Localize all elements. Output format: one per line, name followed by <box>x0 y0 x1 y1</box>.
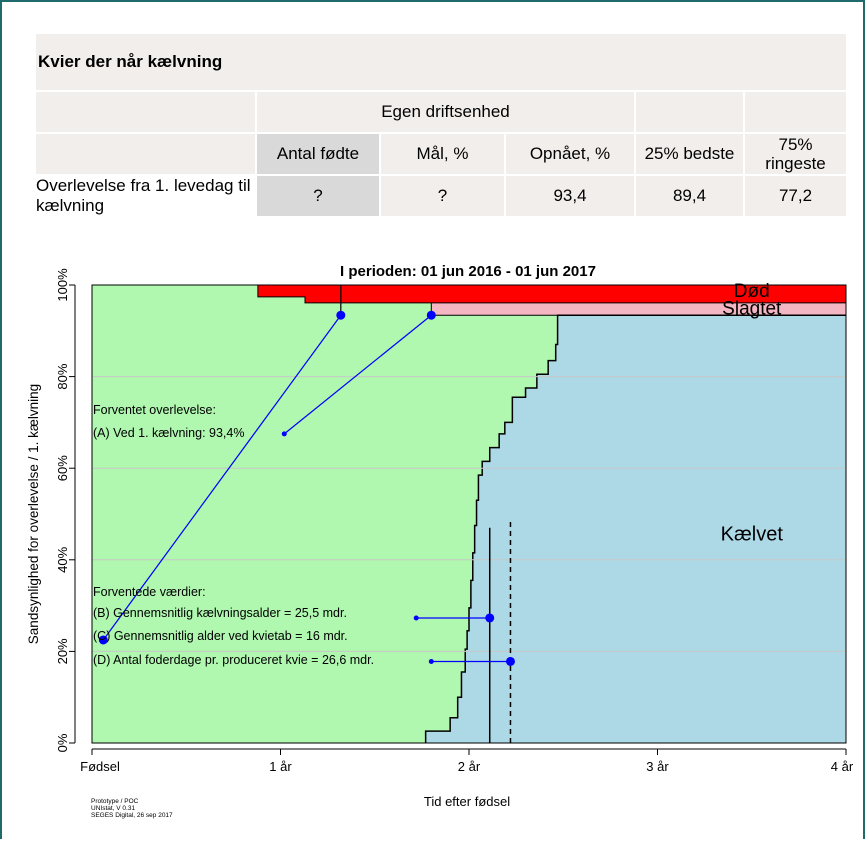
col-header-25-bedste: 25% bedste <box>636 134 743 174</box>
empty-cell <box>636 92 743 132</box>
area-label-dod: Død <box>734 281 770 302</box>
area-label-kaelvet: Kælvet <box>721 523 784 545</box>
y-tick-label: 80% <box>55 363 70 389</box>
forventet-header: Forventet overlevelse: <box>93 403 216 417</box>
area-label-slagtet: Slagtet <box>722 298 782 319</box>
annotation-a2-end-dot <box>336 310 346 320</box>
area-slagtet <box>431 302 846 316</box>
cell-maal: ? <box>381 176 504 216</box>
cell-75-ringeste: 77,2 <box>745 176 847 216</box>
dod-step-line <box>257 285 846 304</box>
y-tick-label: 100% <box>55 268 70 302</box>
plot-border <box>91 284 847 744</box>
group-header: Egen driftsenhed <box>257 92 634 132</box>
annotation-a-label: (A) Ved 1. kælvning: 93,4% <box>93 426 244 440</box>
annotation-a-end-dot <box>426 310 436 320</box>
annotation-b-label: (B) Gennemsnitlig kælvningsalder = 25,5 … <box>93 606 347 620</box>
y-axis-label: Sandsynlighed for overlevelse / 1. kælvn… <box>26 384 41 644</box>
annotation-a-start-dot <box>281 431 287 437</box>
cell-25-bedste: 89,4 <box>636 176 743 216</box>
annotation-b-start-dot <box>413 615 419 621</box>
annotation-c-label: (C) Gennemsnitlig alder ved kvietab = 16… <box>93 629 348 643</box>
cell-opnaaet: 93,4 <box>506 176 634 216</box>
cell-antal: ? <box>257 176 379 216</box>
y-tick-label: 20% <box>55 638 70 664</box>
y-tick-label: 60% <box>55 455 70 481</box>
x-tick-label: 4 år <box>831 759 854 774</box>
footer-line: SEGES Digital, 26 sep 2017 <box>91 812 173 819</box>
table-title: Kvier der når kælvning <box>36 34 847 90</box>
x-tick-label: Fødsel <box>80 759 120 774</box>
annotation-c-dot <box>98 635 108 645</box>
kaelvet-step-line <box>424 314 846 743</box>
col-header-maal: Mål, % <box>381 134 504 174</box>
annotation-d-end-dot <box>505 656 515 666</box>
annotation-d-label: (D) Antal foderdage pr. produceret kvie … <box>93 653 374 667</box>
col-header-75-ringeste: 75% ringeste <box>745 134 847 174</box>
annotation-a-line <box>283 314 432 435</box>
area-kaelvet <box>425 315 846 743</box>
annotation-a2-line <box>102 314 342 641</box>
x-tick-label: 1 år <box>269 759 292 774</box>
col-header-antal: Antal fødte <box>257 134 379 174</box>
empty-cell <box>745 92 847 132</box>
row-label: Overlevelse fra 1. levedag til kælvning <box>36 176 255 216</box>
y-tick-label: 40% <box>55 546 70 572</box>
kpi-table: Kvier der når kælvning Egen driftsenhed … <box>34 32 848 218</box>
footer-line: UNIstat, V 0.31 <box>91 805 135 812</box>
x-tick-label: 2 år <box>458 759 481 774</box>
x-tick-label: 3 år <box>646 759 669 774</box>
annotation-d-start-dot <box>428 658 434 664</box>
vaerdier-header: Forventede værdier: <box>93 585 206 599</box>
footer-line: Prototype / POC <box>91 798 139 805</box>
x-axis-label: Tid efter fødsel <box>424 794 510 809</box>
empty-cell <box>36 134 255 174</box>
annotation-b-end-dot <box>485 613 495 623</box>
empty-cell <box>36 92 255 132</box>
chart-title: I perioden: 01 jun 2016 - 01 jun 2017 <box>340 263 596 280</box>
y-tick-label: 0% <box>55 733 70 752</box>
col-header-opnaaet: Opnået, % <box>506 134 634 174</box>
area-dod <box>257 285 846 303</box>
